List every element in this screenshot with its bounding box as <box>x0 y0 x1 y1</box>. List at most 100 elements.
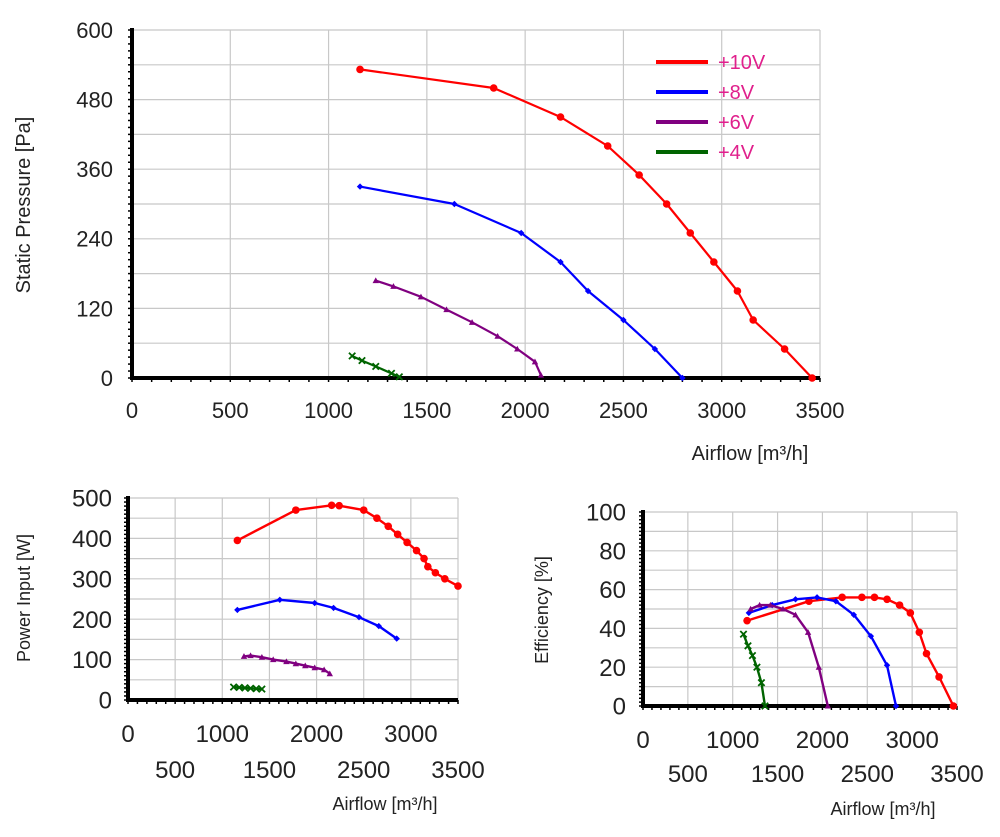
data-point <box>895 601 904 609</box>
x-tick-label: 2000 <box>501 398 550 423</box>
data-point <box>603 142 612 150</box>
data-point <box>395 373 404 381</box>
data-point <box>258 653 266 660</box>
data-point <box>858 593 866 602</box>
series-4 <box>229 683 266 693</box>
data-point <box>431 568 440 577</box>
data-point <box>358 356 366 365</box>
data-point <box>915 628 924 637</box>
series-3 <box>240 652 333 677</box>
x-tick-label: 1500 <box>402 398 451 423</box>
data-point <box>355 613 363 621</box>
y-tick-label: 100 <box>586 500 626 527</box>
x-tick-label: 3000 <box>885 727 938 754</box>
data-point <box>922 649 931 658</box>
series-line <box>375 279 542 376</box>
y-tick-label: 240 <box>76 227 113 252</box>
data-point <box>780 345 789 353</box>
x-tick-label: 2000 <box>796 727 849 754</box>
y-tick-label: 600 <box>76 18 113 43</box>
data-point <box>403 538 411 547</box>
x-tick-label: 500 <box>668 761 708 788</box>
data-point <box>292 660 300 667</box>
y-tick-label: 0 <box>101 366 113 391</box>
x-tick-label: 500 <box>155 757 195 784</box>
data-point <box>557 258 564 266</box>
data-point <box>393 530 402 539</box>
data-point <box>311 664 318 671</box>
x-tick-label: 3500 <box>930 761 983 788</box>
data-point <box>330 604 337 612</box>
data-point <box>838 593 846 602</box>
x-tick-label: 1000 <box>196 721 249 748</box>
data-point <box>292 506 300 514</box>
x-tick-label: 2000 <box>290 721 343 748</box>
data-point <box>813 594 821 601</box>
data-point <box>372 277 379 284</box>
data-point <box>335 501 344 510</box>
y-tick-label: 120 <box>76 296 113 321</box>
data-point <box>327 501 336 510</box>
power-input-chart: 0 100 200 300 400 500 0 1000 2000 3000 500 1500 2500… <box>14 486 485 814</box>
data-point <box>489 84 498 92</box>
data-point <box>753 663 761 672</box>
legend-item: +10V <box>656 52 766 74</box>
y-tick-label: 20 <box>599 655 626 682</box>
static-pressure-chart: 0 120 240 360 480 600 0 500 1000 1500 2000 2500 3000… <box>13 18 844 465</box>
data-point <box>417 293 425 300</box>
data-point <box>443 306 450 313</box>
y-tick-label: 80 <box>599 538 626 565</box>
data-point <box>387 369 396 378</box>
legend-item: +8V <box>656 82 755 104</box>
data-point <box>356 65 364 74</box>
data-point <box>359 506 368 514</box>
data-point <box>424 562 432 571</box>
data-point <box>240 653 248 659</box>
data-point <box>276 596 283 604</box>
data-point <box>420 554 428 563</box>
data-point <box>283 658 290 665</box>
series-3 <box>747 601 832 709</box>
y-tick-label: 300 <box>72 566 112 593</box>
data-point <box>468 319 476 325</box>
data-point <box>824 702 832 709</box>
series-2 <box>234 596 400 642</box>
y-tick-label: 60 <box>599 577 626 604</box>
legend-item: +6V <box>656 112 755 134</box>
x-tick-label: 1500 <box>243 757 296 784</box>
data-point <box>556 113 565 121</box>
data-point <box>258 685 266 693</box>
series-3 <box>372 277 545 378</box>
data-point <box>371 362 380 371</box>
y-axis-label: Static Pressure [Pa] <box>13 117 35 294</box>
y-tick-label: 400 <box>72 526 112 553</box>
data-point <box>311 599 318 607</box>
data-point <box>679 374 686 382</box>
data-point <box>686 229 695 237</box>
data-point <box>514 345 521 352</box>
data-point <box>748 651 757 660</box>
data-point <box>808 374 816 382</box>
data-point <box>393 635 400 642</box>
x-tick-label: 3000 <box>697 398 746 423</box>
data-point <box>620 316 627 324</box>
data-point <box>792 611 799 618</box>
data-point <box>739 630 748 639</box>
data-point <box>949 702 958 710</box>
data-point <box>373 514 381 522</box>
legend-label: +4V <box>718 142 755 164</box>
y-tick-label: 500 <box>72 486 112 513</box>
legend-item: +4V <box>656 142 755 164</box>
data-point <box>494 333 501 339</box>
x-tick-label: 2500 <box>337 757 390 784</box>
data-point <box>850 611 858 619</box>
x-tick-label: 0 <box>636 727 649 754</box>
x-tick-label: 1000 <box>304 398 353 423</box>
legend-label: +8V <box>718 82 755 104</box>
data-point <box>792 596 799 603</box>
y-tick-label: 0 <box>99 688 112 715</box>
data-point <box>531 358 539 365</box>
data-point <box>710 258 718 266</box>
